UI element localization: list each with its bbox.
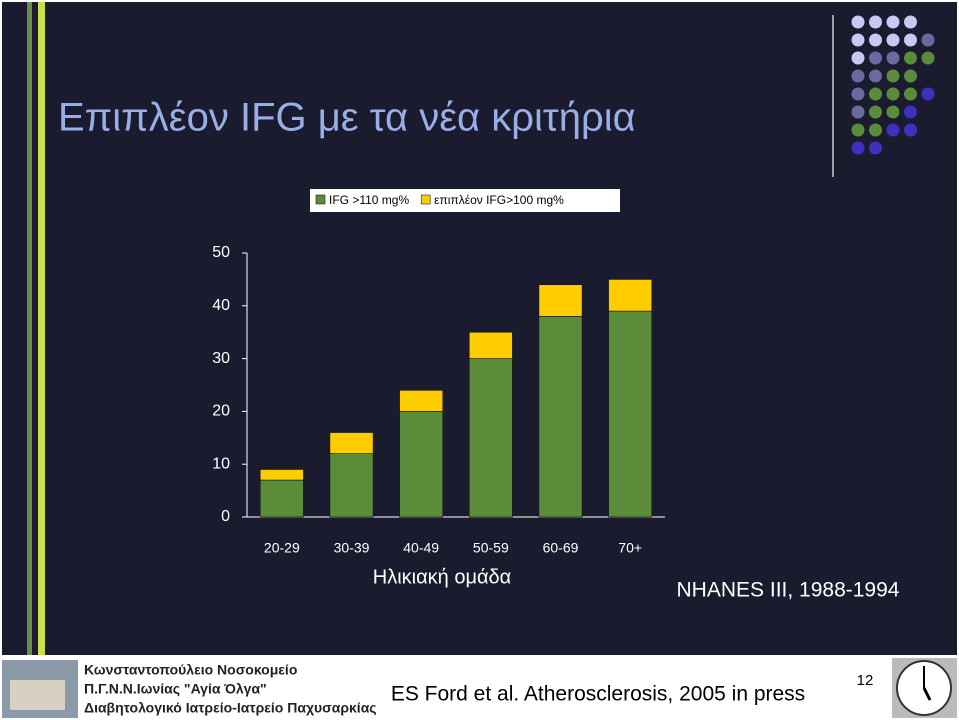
dot (886, 105, 900, 119)
dot (869, 15, 882, 29)
x-tick-label: 40-49 (403, 540, 439, 556)
bar-segment (538, 316, 583, 518)
reference: ES Ford et al. Atherosclerosis, 2005 in … (391, 683, 805, 706)
legend-label: επιπλέον IFG>100 mg% (434, 193, 564, 207)
dot (851, 69, 865, 83)
hospital-photo-building (10, 680, 65, 710)
x-tick-label: 60-69 (543, 540, 579, 556)
y-tick-label: 40 (212, 297, 230, 314)
stripe (27, 2, 32, 655)
legend-swatch (420, 194, 431, 205)
dot (886, 69, 900, 83)
bar-segment (608, 310, 653, 518)
dot (851, 33, 865, 47)
dot (904, 69, 917, 83)
footer-background (0, 655, 959, 720)
bar-segment (329, 453, 374, 518)
dot (851, 141, 865, 155)
bar-segment (538, 284, 583, 317)
dot (869, 33, 882, 47)
x-tick-label: 20-29 (264, 540, 300, 556)
dot (869, 51, 882, 65)
x-tick-label: 30-39 (334, 540, 370, 556)
dot (886, 15, 900, 29)
dot (921, 87, 935, 101)
dot (851, 15, 865, 29)
bar-segment (468, 331, 513, 359)
slide-title: Επιπλέον IFG με τα νέα κριτήρια (58, 96, 636, 140)
slide-background (2, 2, 957, 655)
dot (886, 51, 900, 65)
dot (851, 105, 865, 119)
y-tick-label: 50 (212, 244, 230, 261)
legend-label: IFG >110 mg% (329, 193, 409, 207)
clock-hand (922, 687, 932, 701)
dot (886, 123, 900, 137)
bar-segment (468, 358, 513, 518)
bar-segment (259, 469, 304, 481)
bar-segment (399, 389, 444, 412)
dot (851, 87, 865, 101)
y-tick-label: 30 (212, 350, 230, 367)
footer-line: Π.Γ.Ν.Ν.Ιωνίας "Αγία Όλγα" (84, 681, 267, 697)
dot (869, 141, 882, 155)
x-tick-label: 50-59 (473, 540, 509, 556)
y-tick-label: 0 (221, 508, 230, 525)
x-tick-label: 70+ (618, 540, 642, 556)
dot (886, 87, 900, 101)
bar-segment (259, 479, 304, 518)
dot (921, 33, 935, 47)
dot (869, 69, 882, 83)
y-tick-label: 10 (212, 455, 230, 472)
dot (904, 33, 917, 47)
legend-swatch (315, 194, 326, 205)
y-tick-label: 20 (212, 403, 230, 420)
dot (869, 123, 882, 137)
stripe (38, 2, 45, 655)
dot (851, 123, 865, 137)
legend-box (310, 189, 620, 212)
bar-segment (399, 411, 444, 518)
bar-segment (329, 432, 374, 454)
dot (904, 105, 917, 119)
x-axis-label: Ηλικιακή ομάδα (373, 566, 511, 588)
page-number: 12 (857, 672, 874, 689)
dot (851, 51, 865, 65)
dot (904, 51, 917, 65)
dot (904, 15, 917, 29)
dot (869, 105, 882, 119)
footer-line: Διαβητολογικό Ιατρείο-Ιατρείο Παχυσαρκία… (84, 700, 377, 716)
dot (921, 51, 935, 65)
dot (904, 87, 917, 101)
dot (886, 33, 900, 47)
dot-grid (851, 15, 935, 155)
bar-segment (608, 279, 653, 312)
dot (869, 87, 882, 101)
source-note: NHANES III, 1988-1994 (677, 579, 900, 602)
footer-line: Κωνσταντοπούλειο Νοσοκομείο (84, 662, 297, 678)
dot (904, 123, 917, 137)
